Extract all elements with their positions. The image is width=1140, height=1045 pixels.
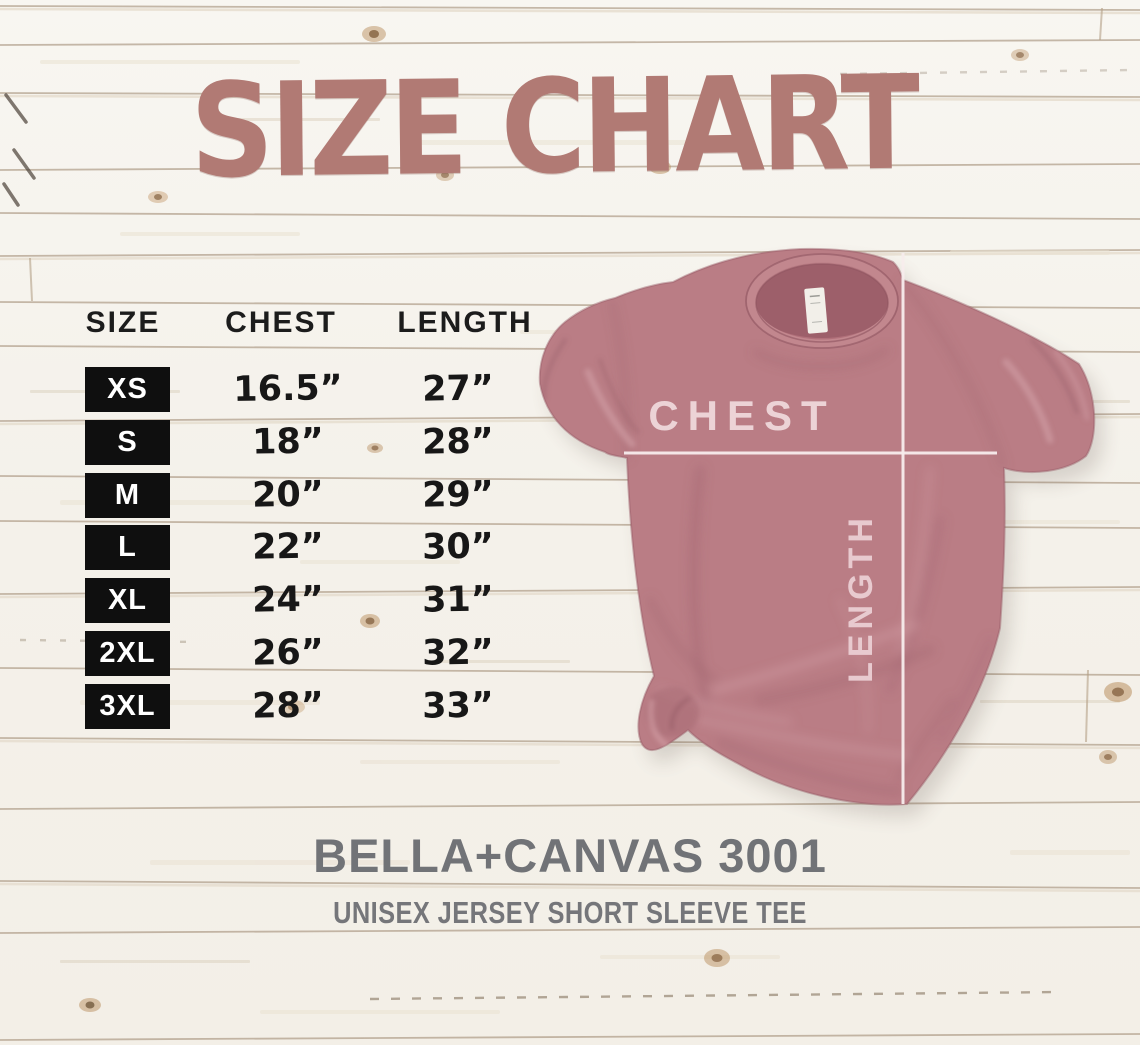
- collar: [745, 253, 899, 349]
- table-row: 2XL 26” 32”: [0, 631, 560, 676]
- grain-dashes: [19, 68, 1131, 1001]
- table-row: L 22” 30”: [0, 525, 560, 571]
- size-badge: XL: [85, 578, 170, 624]
- size-badge: 3XL: [85, 683, 170, 729]
- table-row: XS 16.5” 27”: [0, 367, 560, 412]
- column-header-size: SIZE: [85, 306, 161, 339]
- size-badge: XS: [85, 367, 170, 412]
- size-badge: L: [85, 525, 170, 571]
- wood-streaks: [40, 60, 1130, 1014]
- table-row: M 20” 29”: [0, 472, 560, 518]
- product-name: BELLA+CANVAS 3001: [313, 829, 827, 882]
- column-header-chest: CHEST: [225, 306, 337, 339]
- table-row: S 18” 28”: [0, 419, 560, 465]
- length-label: LENGTH: [842, 513, 880, 683]
- product-description: UNISEX JERSEY SHORT SLEEVE TEE: [333, 895, 807, 930]
- neck-tag: [804, 287, 828, 334]
- sleeve-cuffs: [541, 338, 1090, 448]
- column-header-length: LENGTH: [397, 306, 533, 339]
- table-row: 3XL 28” 33”: [0, 683, 560, 729]
- shirt-wrinkles: [541, 279, 1090, 796]
- size-badge: M: [85, 472, 170, 518]
- table-row: XL 24” 31”: [0, 578, 560, 624]
- size-badge: S: [85, 419, 170, 465]
- wood-knots: [79, 26, 1132, 1012]
- corner-marks: [2, 93, 36, 207]
- knot: [645, 687, 699, 749]
- chest-label: CHEST: [648, 392, 835, 439]
- size-badge: 2XL: [85, 631, 170, 676]
- board-seams: [29, 7, 1103, 743]
